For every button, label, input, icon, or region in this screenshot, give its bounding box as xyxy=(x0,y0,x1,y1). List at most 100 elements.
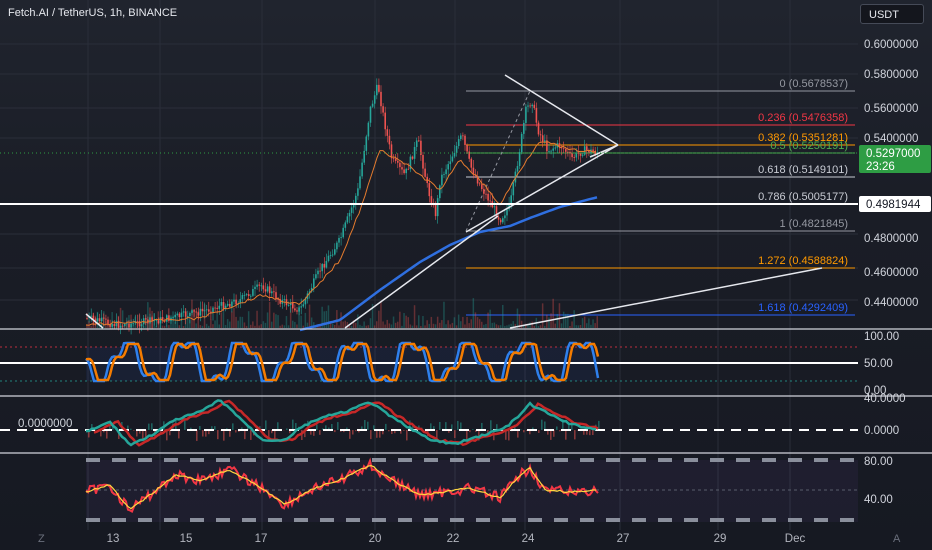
volume-bar xyxy=(229,321,231,328)
macd-hist-bar xyxy=(550,430,552,440)
ema-long-line xyxy=(299,196,598,332)
volume-bar xyxy=(445,324,447,328)
volume-bar xyxy=(441,320,443,328)
long-trend-line[interactable] xyxy=(509,267,823,329)
candle-body xyxy=(401,167,403,170)
volume-bar xyxy=(239,316,241,328)
volume-bar xyxy=(518,314,521,328)
macd-hist-bar xyxy=(322,428,324,430)
left-trend-line[interactable] xyxy=(85,313,104,329)
triangle-upper-line[interactable] xyxy=(504,74,619,146)
volume-bar xyxy=(405,315,407,328)
volume-bar xyxy=(258,325,260,328)
candle-body xyxy=(567,151,569,153)
volume-bar xyxy=(325,310,328,328)
volume-bar xyxy=(497,325,500,328)
volume-bar xyxy=(478,319,481,328)
fib-trend-line xyxy=(465,90,531,232)
volume-bar xyxy=(489,309,491,328)
volume-bar xyxy=(510,323,512,328)
candle-body xyxy=(289,302,292,306)
candle-body xyxy=(268,286,271,294)
macd-hist-bar xyxy=(466,430,468,440)
macd-hist-bar xyxy=(190,427,192,430)
price-axis[interactable]: 0.6000000 0.5800000 0.5600000 0.5400000 0.48… xyxy=(864,39,918,309)
candle-body xyxy=(428,183,431,197)
candle-body xyxy=(420,140,422,156)
macd-hist-bar xyxy=(106,430,108,439)
candle-body xyxy=(495,206,498,218)
volume-bar xyxy=(399,311,401,328)
candle-body xyxy=(172,317,174,319)
fib-level-label: 1.272 (0.4588824) xyxy=(758,255,848,267)
volume-bar xyxy=(520,320,523,328)
volume-bar xyxy=(594,323,596,328)
candle-body xyxy=(203,310,206,312)
candle-body xyxy=(562,148,565,150)
macd-hist-bar xyxy=(529,430,531,435)
macd-panel[interactable] xyxy=(0,399,858,447)
support-trend-line[interactable] xyxy=(344,215,499,329)
volume-bar xyxy=(306,322,309,328)
panel-separators[interactable] xyxy=(0,328,932,454)
candle-body xyxy=(361,162,363,177)
fib-retracement[interactable]: 0 (0.5678537) 0.236 (0.5476358) 0.382 (0.5… xyxy=(465,78,855,316)
candle-body xyxy=(447,164,449,170)
candle-body xyxy=(302,304,305,307)
triangle-lower-line[interactable] xyxy=(465,144,619,233)
candle-body xyxy=(254,286,256,289)
triangle-drawing[interactable] xyxy=(85,74,823,329)
volume-bar xyxy=(457,314,460,328)
candle-body xyxy=(193,310,195,312)
candle-body xyxy=(367,122,370,137)
macd-hist-bar xyxy=(265,420,267,430)
volume-bar xyxy=(432,323,435,328)
hline-price-tag: 0.4981944 xyxy=(859,196,931,212)
candle-body xyxy=(157,320,160,324)
currency-selector[interactable]: USDT xyxy=(860,4,924,24)
candle-body xyxy=(510,195,512,204)
candle-body xyxy=(518,152,521,167)
rsi-panel[interactable] xyxy=(85,457,858,522)
z-icon[interactable]: Z xyxy=(38,533,45,545)
volume-bar xyxy=(428,323,430,328)
volume-bar xyxy=(233,307,235,328)
candle-body xyxy=(359,176,361,189)
candle-body xyxy=(571,152,573,158)
macd-hist-bar xyxy=(310,430,312,435)
macd-hist-bar xyxy=(568,425,570,430)
volume-bar xyxy=(495,324,498,328)
price-axis-label: 0.4400000 xyxy=(864,297,918,309)
volume-bar xyxy=(260,324,262,328)
volume-bar xyxy=(420,325,422,328)
volume-bar xyxy=(226,319,229,328)
volume-bar xyxy=(363,321,365,328)
volume-bar xyxy=(378,310,380,328)
macd-hist-bar xyxy=(286,428,288,430)
price-axis-label: 0.4600000 xyxy=(864,267,918,279)
stochastic-panel[interactable] xyxy=(0,341,858,383)
time-axis[interactable]: 13 15 17 20 22 24 27 29 Dec xyxy=(107,533,806,545)
volume-bar xyxy=(214,320,216,328)
volume-bar xyxy=(571,321,573,328)
candle-body xyxy=(592,149,594,152)
candle-body xyxy=(128,323,130,328)
macd-hist-bar xyxy=(496,424,498,430)
triangle-close-line[interactable] xyxy=(589,144,619,158)
a-icon[interactable]: A xyxy=(893,533,901,545)
macd-hist-bar xyxy=(388,430,390,432)
volume-bar xyxy=(277,315,279,328)
candle-body xyxy=(392,158,395,160)
candle-body xyxy=(493,206,496,208)
candle-body xyxy=(476,176,479,184)
volume-bar xyxy=(439,322,441,328)
candle-body xyxy=(512,182,515,196)
fib-level-label: 1.618 (0.4292409) xyxy=(758,302,848,314)
volume-bar xyxy=(197,311,199,328)
candle-body xyxy=(380,91,382,107)
volume-bar xyxy=(310,317,313,328)
macd-hist-bar xyxy=(454,430,456,438)
candle-body xyxy=(575,152,578,158)
volume-bar xyxy=(199,325,202,328)
